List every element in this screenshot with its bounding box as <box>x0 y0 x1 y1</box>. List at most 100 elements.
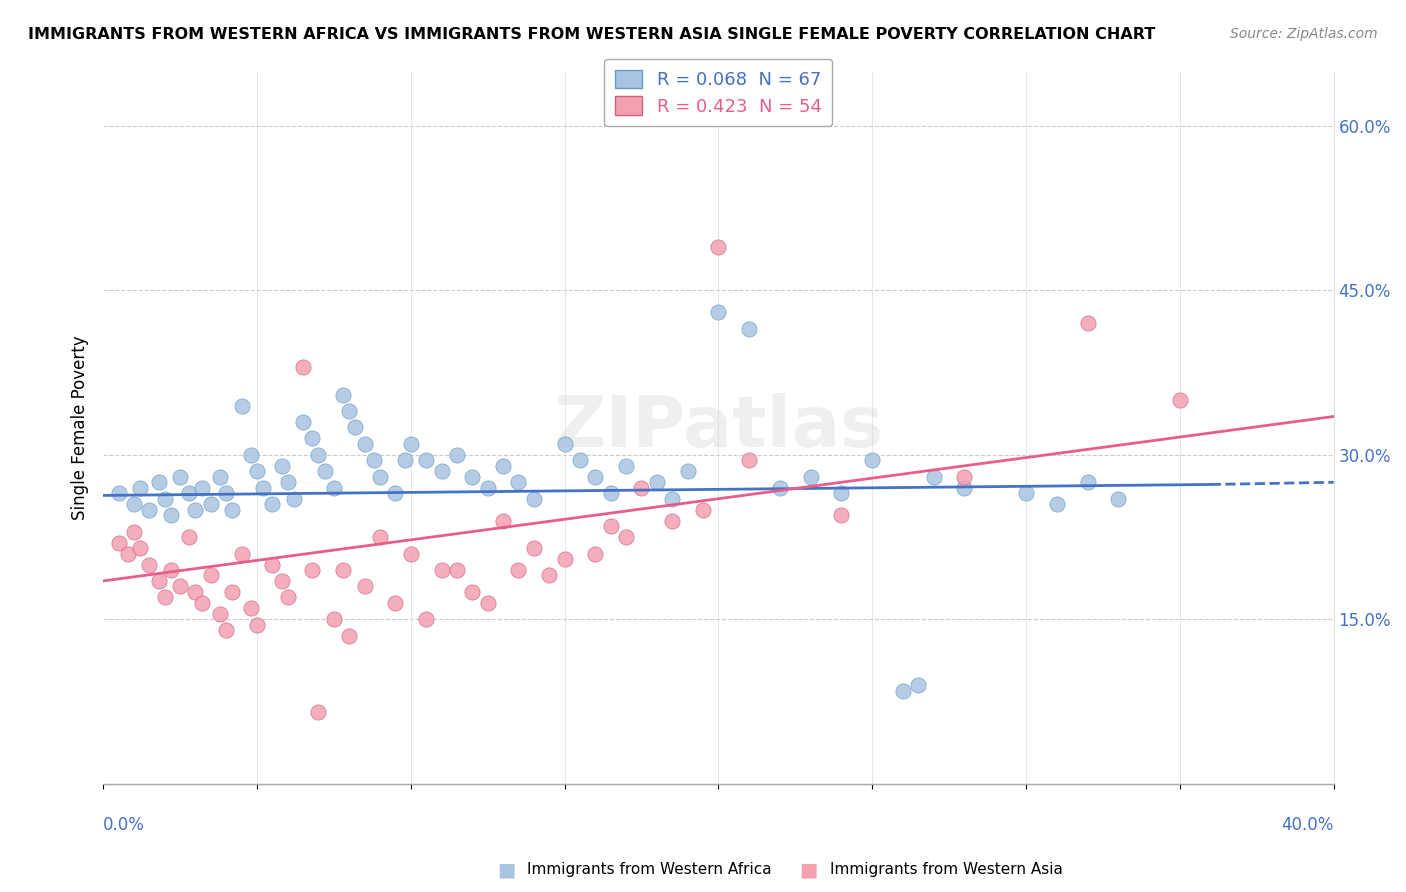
Point <box>314 464 336 478</box>
Text: Immigrants from Western Africa: Immigrants from Western Africa <box>527 863 772 877</box>
Point <box>153 591 176 605</box>
Point <box>153 491 176 506</box>
Point <box>179 486 201 500</box>
Point <box>262 558 284 572</box>
Point <box>337 404 360 418</box>
Text: Source: ZipAtlas.com: Source: ZipAtlas.com <box>1230 27 1378 41</box>
Point <box>769 481 792 495</box>
Point <box>277 475 299 490</box>
Point <box>707 305 730 319</box>
Point <box>107 535 129 549</box>
Text: IMMIGRANTS FROM WESTERN AFRICA VS IMMIGRANTS FROM WESTERN ASIA SINGLE FEMALE POV: IMMIGRANTS FROM WESTERN AFRICA VS IMMIGR… <box>28 27 1156 42</box>
Point <box>446 448 468 462</box>
Point <box>262 497 284 511</box>
Point <box>221 585 243 599</box>
Point <box>184 502 207 516</box>
Text: ■: ■ <box>496 860 516 880</box>
Point <box>399 547 422 561</box>
Point <box>190 481 212 495</box>
Point <box>117 547 139 561</box>
Point <box>344 420 367 434</box>
Point <box>1015 486 1038 500</box>
Point <box>554 437 576 451</box>
Point <box>415 453 437 467</box>
Point <box>384 486 406 500</box>
Point <box>122 524 145 539</box>
Point <box>208 607 231 621</box>
Point <box>583 547 606 561</box>
Point <box>246 464 269 478</box>
Y-axis label: Single Female Poverty: Single Female Poverty <box>72 335 89 520</box>
Point <box>215 624 238 638</box>
Point <box>239 448 262 462</box>
Point <box>568 453 591 467</box>
Text: Immigrants from Western Asia: Immigrants from Western Asia <box>830 863 1063 877</box>
Point <box>692 502 714 516</box>
Point <box>148 574 170 588</box>
Point <box>508 475 530 490</box>
Point <box>394 453 416 467</box>
Point <box>159 563 181 577</box>
Point <box>614 530 637 544</box>
Point <box>277 591 299 605</box>
Point <box>129 481 152 495</box>
Point <box>332 387 354 401</box>
Point <box>138 502 160 516</box>
Point <box>415 612 437 626</box>
Point <box>614 458 637 473</box>
Point <box>190 596 212 610</box>
Point <box>399 437 422 451</box>
Point <box>159 508 181 523</box>
Point <box>353 437 375 451</box>
Point <box>661 491 683 506</box>
Point <box>1076 316 1098 330</box>
Point <box>523 541 546 555</box>
Point <box>1107 491 1129 506</box>
Point <box>446 563 468 577</box>
Point <box>246 617 269 632</box>
Point <box>645 475 668 490</box>
Point <box>860 453 883 467</box>
Point <box>630 481 652 495</box>
Point <box>239 601 262 615</box>
Point <box>292 360 315 375</box>
Point <box>353 579 375 593</box>
Point <box>661 514 683 528</box>
Point <box>953 470 976 484</box>
Point <box>830 508 852 523</box>
Point <box>332 563 354 577</box>
Text: ■: ■ <box>799 860 818 880</box>
Point <box>599 519 621 533</box>
Point <box>107 486 129 500</box>
Point <box>461 470 484 484</box>
Point <box>231 399 253 413</box>
Point <box>461 585 484 599</box>
Point <box>221 502 243 516</box>
Point <box>148 475 170 490</box>
Point <box>252 481 274 495</box>
Point <box>368 470 391 484</box>
Point <box>179 530 201 544</box>
Point <box>953 481 976 495</box>
Point <box>368 530 391 544</box>
Point <box>492 458 515 473</box>
Point <box>169 579 191 593</box>
Point <box>907 678 929 692</box>
Point <box>270 458 292 473</box>
Point <box>308 448 330 462</box>
Point <box>301 563 323 577</box>
Point <box>184 585 207 599</box>
Point <box>922 470 945 484</box>
Point <box>554 552 576 566</box>
Point <box>738 322 761 336</box>
Point <box>508 563 530 577</box>
Point <box>363 453 385 467</box>
Point <box>169 470 191 484</box>
Point <box>800 470 823 484</box>
Point <box>1076 475 1098 490</box>
Point <box>208 470 231 484</box>
Point <box>322 481 344 495</box>
Point <box>707 239 730 253</box>
Point <box>583 470 606 484</box>
Point <box>477 596 499 610</box>
